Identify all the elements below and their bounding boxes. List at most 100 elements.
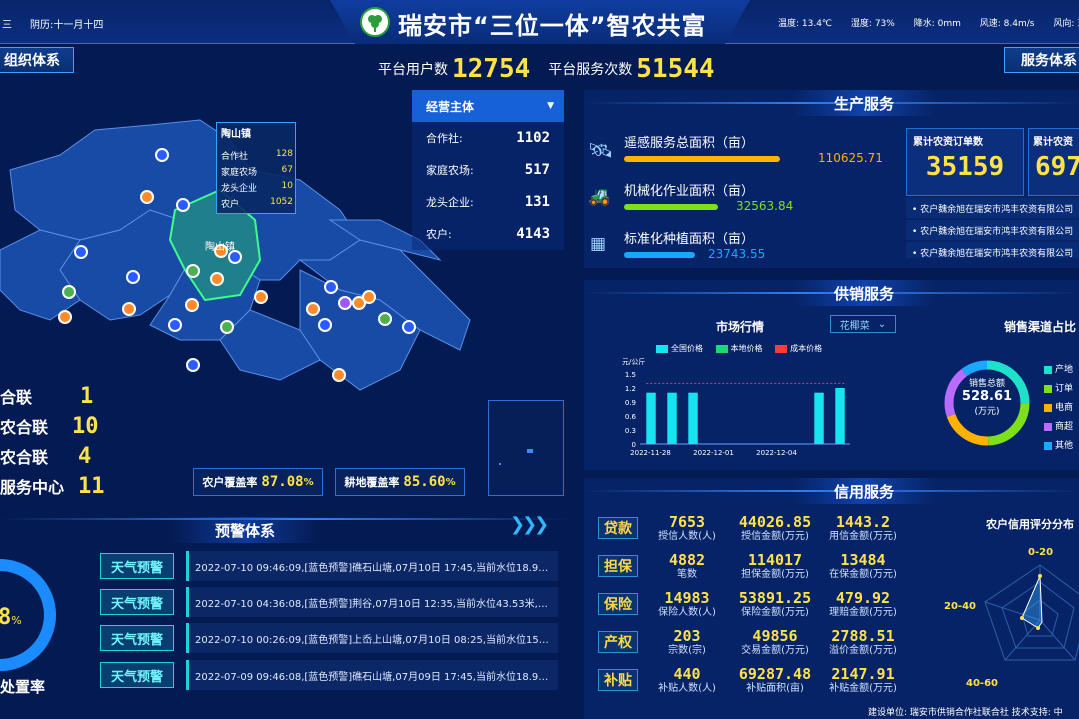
- warning-text[interactable]: 2022-07-10 04:36:08,[蓝色预警]荆谷,07月10日 12:3…: [186, 587, 558, 617]
- map-marker[interactable]: [402, 320, 416, 334]
- map-popup: 陶山镇 合作社 128 家庭农场 67 龙头企业 10 农户 1052: [216, 122, 296, 214]
- credit-tag[interactable]: 担保: [598, 555, 638, 577]
- service-tab[interactable]: 服务体系: [1004, 47, 1079, 73]
- map-marker[interactable]: [306, 302, 320, 316]
- news-item[interactable]: • 农户魏余旭在瑞安市鸿丰农资有限公司: [906, 220, 1079, 240]
- map-marker[interactable]: [176, 198, 190, 212]
- credit-tag[interactable]: 产权: [598, 631, 638, 653]
- map-marker[interactable]: [378, 312, 392, 326]
- users-value: 12754: [452, 54, 531, 84]
- credit-number: 49856: [752, 627, 798, 645]
- cum-orders-box: 累计农资订单数 35159: [906, 128, 1024, 196]
- market-select-value: 花椰菜: [839, 320, 870, 332]
- chevron-down-icon: ⌄: [877, 318, 887, 330]
- warning-tag[interactable]: 天气预警: [100, 553, 174, 579]
- news-item[interactable]: • 农户魏余旭在瑞安市鸿丰农资有限公司: [906, 198, 1079, 218]
- production-value: 110625.71: [818, 151, 883, 165]
- radar-label: 0-20: [1028, 547, 1054, 558]
- map-marker[interactable]: [186, 358, 200, 372]
- y-tick-label: 0.6: [625, 413, 637, 421]
- map-marker[interactable]: [185, 298, 199, 312]
- credit-tag[interactable]: 保险: [598, 593, 638, 615]
- credit-label: 保险金额(万元): [741, 607, 809, 618]
- map-marker[interactable]: [220, 320, 234, 334]
- x-tick-label: 2022-12-01: [693, 449, 734, 457]
- credit-tag[interactable]: 贷款: [598, 517, 638, 539]
- production-item: 🚜 机械化作业面积（亩） 32563.84: [588, 178, 908, 226]
- map-marker[interactable]: [338, 296, 352, 310]
- news-item[interactable]: • 农户魏余旭在瑞安市鸿丰农资有限公司: [906, 242, 1079, 258]
- arrows-icon: ❯❯❯: [510, 514, 549, 535]
- warning-tag[interactable]: 天气预警: [100, 589, 174, 615]
- legend-swatch: [1044, 441, 1052, 450]
- map-marker[interactable]: [318, 318, 332, 332]
- x-tick-label: 2022-12-04: [756, 449, 797, 457]
- popup-value: 1052: [270, 197, 293, 207]
- credit-tag[interactable]: 补贴: [598, 669, 638, 691]
- map-marker[interactable]: [155, 148, 169, 162]
- org-value: 10: [72, 414, 99, 439]
- market-select[interactable]: 花椰菜 ⌄: [830, 315, 896, 333]
- map-marker[interactable]: [126, 270, 140, 284]
- map-marker[interactable]: [210, 272, 224, 286]
- credit-cell: 7653 授信人数(人): [642, 514, 732, 544]
- credit-label: 笔数: [677, 569, 697, 580]
- map-marker[interactable]: [122, 302, 136, 316]
- credit-cell: 114017 担保金额(万元): [730, 552, 820, 582]
- service-value: 51544: [636, 54, 715, 84]
- footer: 建设单位: 瑞安市供销合作社联合社 技术支持: 中: [868, 708, 1063, 718]
- map-marker[interactable]: [186, 264, 200, 278]
- org-label: 服务中心: [0, 478, 65, 497]
- org-label: 农合联: [0, 418, 49, 437]
- weather-wind-speed: 风速: 8.4m/s: [979, 19, 1035, 29]
- radar-label: 40-60: [966, 678, 998, 689]
- entity-header[interactable]: 经营主体 ▼: [412, 90, 564, 122]
- credit-number: 114017: [747, 551, 803, 569]
- region-map: [0, 119, 471, 391]
- production-label: 标准化种植面积（亩）: [624, 232, 755, 247]
- production-label: 机械化作业面积（亩）: [624, 184, 755, 199]
- entity-value: 517: [524, 162, 550, 178]
- legend-swatch: [1044, 384, 1052, 393]
- production-bar: [624, 156, 781, 162]
- market-legend: 全国价格 本地价格 成本价格: [656, 343, 822, 354]
- lunar-date: 阴历:十一月十四: [30, 20, 104, 31]
- map-marker[interactable]: [332, 368, 346, 382]
- map-marker[interactable]: [74, 245, 88, 259]
- disposal-gauge: [0, 559, 56, 671]
- news-text: 农户魏余旭在瑞安市鸿丰农资有限公司: [920, 249, 1074, 258]
- warning-text[interactable]: 2022-07-09 09:46:08,[蓝色预警]礁石山塘,07月09日 17…: [186, 660, 558, 690]
- cum-amount-label: 累计农资: [1033, 137, 1073, 148]
- map-marker[interactable]: [324, 280, 338, 294]
- org-title-tab[interactable]: 组织体系: [0, 47, 74, 73]
- warning-tag[interactable]: 天气预警: [100, 625, 174, 651]
- credit-label: 保险人数(人): [658, 607, 716, 618]
- gauge-number: 8: [0, 605, 12, 630]
- legend-swatch: [775, 344, 788, 353]
- credit-label: 交易金额(万元): [741, 645, 809, 656]
- warning-text[interactable]: 2022-07-10 09:46:09,[蓝色预警]礁石山塘,07月10日 17…: [186, 551, 558, 581]
- price-bar: [688, 392, 698, 444]
- entity-label: 合作社:: [426, 132, 463, 145]
- supply-title: 供销服务: [794, 280, 934, 306]
- popup-key: 家庭农场: [221, 168, 258, 178]
- warning-tag[interactable]: 天气预警: [100, 662, 174, 688]
- household-unit: %: [303, 476, 314, 488]
- map-region-label: 陶山镇: [205, 242, 235, 253]
- credit-number: 2147.91: [831, 665, 895, 683]
- warning-text[interactable]: 2022-07-10 00:26:09,[蓝色预警]上岙上山塘,07月10日 0…: [186, 623, 558, 653]
- map-marker[interactable]: [168, 318, 182, 332]
- map-marker[interactable]: [62, 285, 76, 299]
- map-marker[interactable]: [140, 190, 154, 204]
- map-marker[interactable]: [228, 250, 242, 264]
- credit-cell: 2147.91 补贴金额(万元): [818, 666, 908, 696]
- map-marker[interactable]: [58, 310, 72, 324]
- map-marker[interactable]: [214, 244, 228, 258]
- channel-label: 产地: [1055, 365, 1074, 375]
- legend-swatch: [656, 344, 668, 353]
- map-marker[interactable]: [254, 290, 268, 304]
- price-bar: [646, 392, 656, 444]
- top-stats: 平台用户数 12754 平台服务次数 51544: [378, 54, 715, 84]
- map-marker[interactable]: [362, 290, 376, 304]
- weather-temp: 温度: 13.4℃: [778, 19, 833, 29]
